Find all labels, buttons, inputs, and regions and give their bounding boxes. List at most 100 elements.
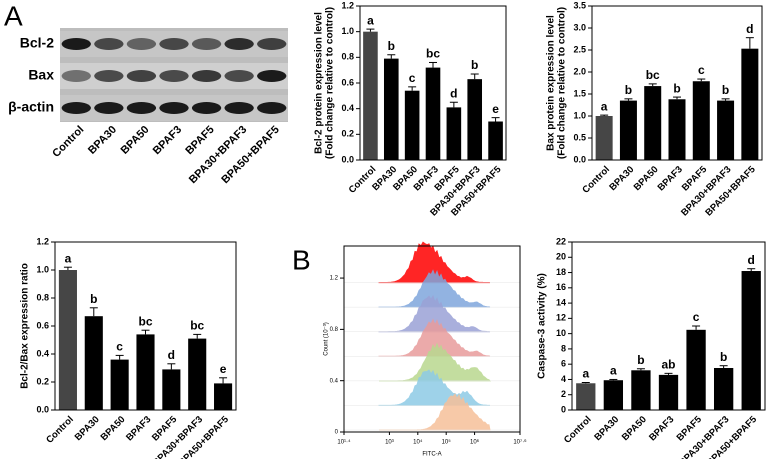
blot-band: [191, 102, 222, 114]
bar: [741, 48, 759, 160]
y-tick-label: 0.0: [341, 154, 354, 164]
x-tick-label: 10¹·⁴: [337, 439, 351, 446]
bar: [717, 100, 735, 160]
blot-band: [61, 102, 91, 114]
significance-letter: a: [610, 364, 617, 378]
blot-band: [191, 70, 222, 82]
y-tick-label: 1.2: [330, 276, 339, 282]
panel-label: B: [292, 244, 311, 275]
significance-letter: b: [388, 39, 395, 53]
x-tick-label: 10³: [385, 440, 394, 446]
plot-frame: [343, 245, 521, 433]
plot-frame: [54, 241, 237, 411]
y-tick-label: 0.6: [36, 320, 49, 330]
y-tick-label: 22: [556, 236, 566, 246]
significance-letter: e: [492, 102, 499, 116]
y-tick-label: 2: [561, 389, 566, 399]
x-tick-label: 10⁷·⁶: [513, 439, 527, 446]
bar: [668, 99, 686, 160]
y-tick-label: 16: [556, 282, 566, 292]
blot-band: [126, 70, 157, 82]
y-tick-label: 0.4: [36, 348, 49, 358]
y-axis-label: (Fold change relative to control): [557, 7, 568, 159]
y-tick-label: 20: [556, 252, 566, 262]
blot-band: [257, 70, 287, 82]
bar: [363, 31, 378, 160]
bar: [741, 271, 761, 410]
histogram-overlay: [378, 369, 491, 406]
bar: [467, 79, 483, 160]
y-tick-label: 18: [556, 267, 566, 277]
blot-band: [126, 38, 157, 50]
blot-band: [224, 70, 254, 82]
y-tick-label: 0.6: [341, 77, 354, 87]
significance-letter: bc: [190, 319, 204, 333]
bar: [576, 383, 596, 410]
significance-letter: d: [746, 22, 753, 36]
y-tick-label: 10: [556, 328, 566, 338]
y-tick-label: 0.2: [36, 376, 49, 386]
significance-letter: bc: [646, 68, 660, 82]
significance-letter: ab: [661, 358, 675, 372]
significance-letter: bc: [138, 314, 152, 328]
blot-band: [224, 102, 254, 114]
bar: [136, 334, 155, 410]
significance-letter: b: [471, 58, 478, 72]
blot-band: [94, 102, 124, 114]
significance-letter: b: [720, 350, 727, 364]
y-axis-label: Bax protein expression level: [546, 15, 557, 151]
plot-frame: [359, 5, 507, 161]
y-axis-label: (Fold change relative to control): [325, 7, 336, 159]
blot-row-label: β-actin: [8, 99, 54, 115]
significance-letter: d: [748, 253, 755, 267]
blot-band: [224, 38, 254, 50]
blot-band: [61, 70, 91, 82]
significance-letter: c: [116, 340, 123, 354]
x-tick-label: 10⁶: [470, 439, 480, 446]
histogram-overlay: [378, 295, 491, 333]
y-tick-label: 4: [561, 374, 566, 384]
y-tick-label: 14: [556, 297, 566, 307]
significance-letter: b: [637, 353, 644, 367]
significance-letter: b: [90, 292, 97, 306]
bar: [595, 116, 613, 160]
y-tick-label: 0.4: [330, 378, 339, 384]
y-axis-label: Caspase-3 activity (%): [537, 273, 548, 379]
bar: [692, 81, 710, 160]
plot-frame: [591, 5, 763, 161]
y-axis-label: Bcl-2/Bax expression ratio: [20, 263, 31, 389]
y-tick-label: 2.0: [573, 66, 586, 76]
y-tick-label: 0: [335, 430, 339, 436]
significance-letter: c: [693, 310, 700, 324]
bar: [404, 90, 420, 160]
bar: [188, 338, 207, 410]
y-tick-label: 1.0: [573, 110, 586, 120]
blot-band: [159, 38, 189, 50]
y-tick-label: 8: [561, 343, 566, 353]
y-tick-label: 0.0: [36, 404, 49, 414]
significance-letter: a: [367, 13, 374, 27]
plot-frame: [571, 241, 766, 411]
y-tick-label: 0.0: [573, 154, 586, 164]
bar: [488, 121, 503, 160]
x-tick-label: 10⁵: [442, 439, 452, 446]
significance-letter: d: [168, 348, 175, 362]
y-axis-label: Bcl-2 protein expression level: [314, 12, 325, 154]
blot-band: [126, 102, 157, 114]
blot-row-label: Bcl-2: [20, 35, 54, 51]
blot-band: [191, 38, 222, 50]
bar: [603, 380, 624, 410]
y-tick-label: 0.8: [341, 52, 354, 62]
significance-letter: c: [698, 63, 705, 77]
bar: [214, 383, 233, 410]
blot-band: [257, 102, 287, 114]
significance-letter: bc: [426, 47, 440, 61]
bar: [383, 58, 399, 160]
blot-band: [61, 38, 91, 50]
blot-band: [257, 38, 287, 50]
bar: [58, 270, 77, 410]
x-axis-label: FITC-A: [422, 452, 441, 458]
bar: [110, 359, 129, 410]
bar: [713, 368, 734, 410]
